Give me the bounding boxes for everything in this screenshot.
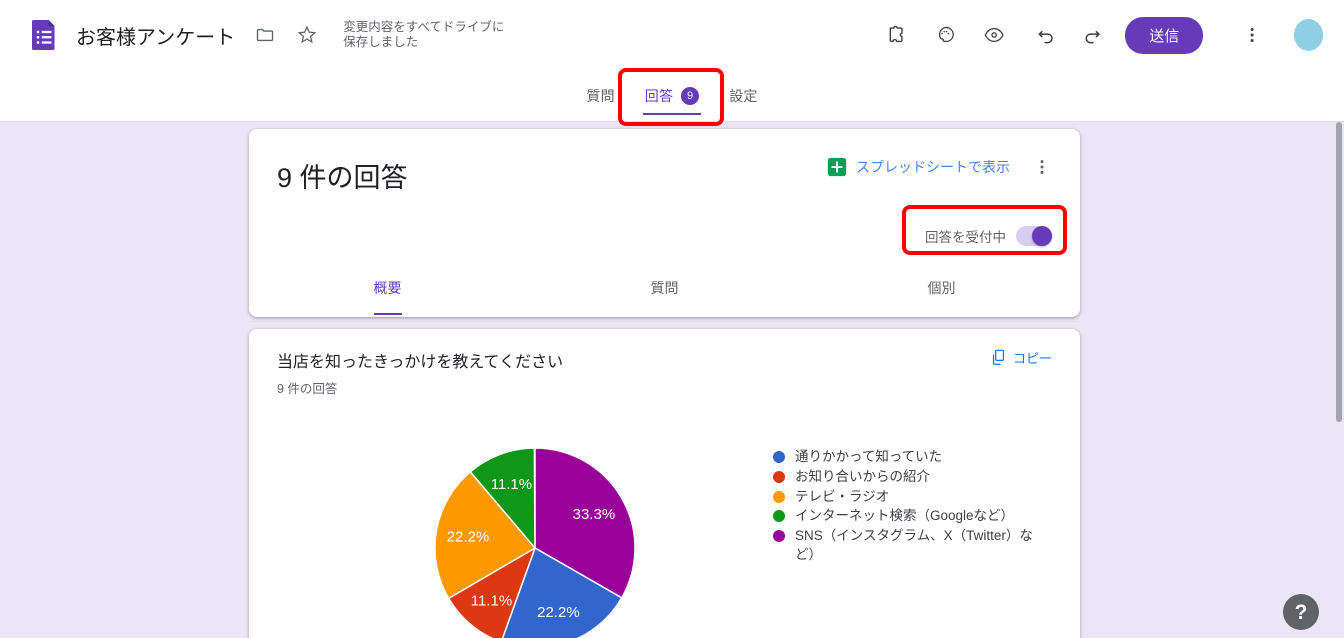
svg-text:?: ? bbox=[1295, 601, 1308, 624]
svg-text:33.3%: 33.3% bbox=[573, 506, 616, 523]
svg-text:22.2%: 22.2% bbox=[537, 604, 580, 621]
svg-text:11.1%: 11.1% bbox=[471, 592, 512, 609]
svg-text:11.1%: 11.1% bbox=[491, 476, 532, 493]
svg-text:22.2%: 22.2% bbox=[447, 529, 490, 546]
